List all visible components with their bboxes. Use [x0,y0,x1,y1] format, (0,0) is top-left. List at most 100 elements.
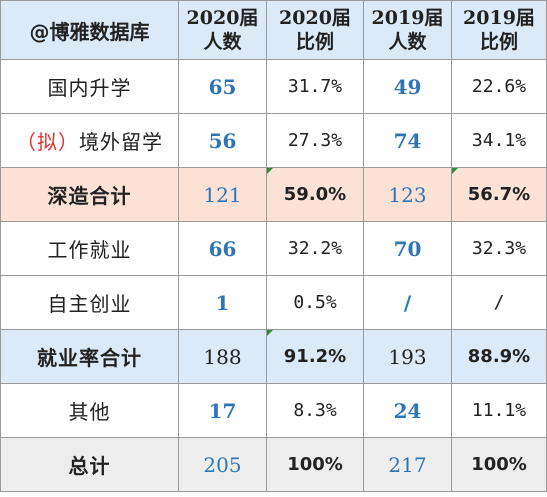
count-2020: 65 [208,74,237,99]
count-2020: 121 [203,182,242,207]
cell-marker [267,168,273,174]
table-row: 国内升学 65 31.7% 49 22.6% [0,59,547,114]
row-label-cell: 其他 [0,383,179,438]
ratio-2020: 100% [287,454,343,475]
ratio-2020-cell: 0.5% [266,275,364,330]
count-2019: 74 [393,128,422,153]
count-2020-cell: 121 [178,167,267,222]
row-label-cell: 总计 [0,437,179,492]
ratio-2020: 91.2% [283,346,347,367]
count-2019: / [403,290,412,315]
row-label: 境外留学 [79,130,163,154]
row-label: 工作就业 [47,238,132,262]
brand-cell: @博雅数据库 [0,0,179,60]
ratio-2019-cell: 11.1% [451,383,547,438]
ratio-2019: / [493,292,505,313]
ratio-2019-cell: / [451,275,547,330]
header-row: @博雅数据库 2020届 人数 2020届 比例 2019届 人数 2019届 … [0,0,547,60]
ratio-2019: 32.3% [471,238,527,259]
ratio-2019-cell: 34.1% [451,113,547,168]
header-2020-count: 2020届 人数 [178,0,267,60]
ratio-2020: 0.5% [293,292,337,313]
row-label-cell: 国内升学 [0,59,179,114]
subtotal-row-employment: 就业率合计 188 91.2% 193 88.9% [0,329,547,384]
header-2019-ratio-line1: 2019届 [463,7,535,29]
row-label-cell: 自主创业 [0,275,179,330]
row-label: 自主创业 [47,292,132,316]
row-label: 深造合计 [47,184,132,208]
cell-marker [452,168,458,174]
header-2019-ratio-line2: 比例 [479,31,518,53]
count-2019-cell: 49 [363,59,452,114]
table-row: （拟）境外留学 56 27.3% 74 34.1% [0,113,547,168]
header-2019-ratio: 2019届 比例 [451,0,547,60]
ratio-2020-cell: 27.3% [266,113,364,168]
count-2019-cell: 193 [363,329,452,384]
count-2019-cell: / [363,275,452,330]
ratio-2020: 31.7% [287,76,343,97]
count-2020-cell: 188 [178,329,267,384]
table-row: 自主创业 1 0.5% / / [0,275,547,330]
ratio-2020-cell: 100% [266,437,364,492]
ratio-2019: 11.1% [471,400,527,421]
row-label: 其他 [68,400,111,424]
ratio-2020-cell: 32.2% [266,221,364,276]
count-2019-cell: 70 [363,221,452,276]
count-2019-cell: 74 [363,113,452,168]
header-2020-count-line2: 人数 [203,31,242,53]
total-row: 总计 205 100% 217 100% [0,437,547,492]
count-2019-cell: 123 [363,167,452,222]
header-2020-count-line1: 2020届 [186,7,259,29]
ratio-2020: 59.0% [283,184,347,205]
ratio-2020: 8.3% [293,400,337,421]
cell-marker [267,330,273,336]
header-2019-count-line2: 人数 [388,31,427,53]
count-2019: 123 [388,182,427,207]
header-2020-ratio: 2020届 比例 [266,0,364,60]
ratio-2019-cell: 100% [451,437,547,492]
table-row: 其他 17 8.3% 24 11.1% [0,383,547,438]
count-2019-cell: 217 [363,437,452,492]
table-row: 工作就业 66 32.2% 70 32.3% [0,221,547,276]
row-label: 国内升学 [47,76,132,100]
ratio-2019: 22.6% [471,76,527,97]
count-2019: 193 [388,344,427,369]
header-2019-count: 2019届 人数 [363,0,452,60]
ratio-2020-cell: 31.7% [266,59,364,114]
header-2019-count-line1: 2019届 [371,7,444,29]
subtotal-row-study: 深造合计 121 59.0% 123 56.7% [0,167,547,222]
row-label: 总计 [68,454,111,478]
row-label-cell: （拟）境外留学 [0,113,179,168]
count-2019: 49 [393,74,422,99]
row-label-cell: 就业率合计 [0,329,179,384]
count-2019: 217 [388,452,427,477]
count-2020: 56 [208,128,237,153]
ratio-2019-cell: 56.7% [451,167,547,222]
row-label-cell: 工作就业 [0,221,179,276]
count-2019-cell: 24 [363,383,452,438]
brand-label: @博雅数据库 [29,19,150,44]
ratio-2020: 32.2% [287,238,343,259]
count-2020-cell: 66 [178,221,267,276]
count-2020-cell: 56 [178,113,267,168]
count-2020: 188 [203,344,242,369]
ratio-2019-cell: 22.6% [451,59,547,114]
ratio-2019-cell: 88.9% [451,329,547,384]
count-2020-cell: 17 [178,383,267,438]
ratio-2020-cell: 59.0% [266,167,364,222]
count-2020-cell: 205 [178,437,267,492]
ratio-2019: 100% [471,454,527,475]
count-2019: 24 [393,398,422,423]
ratio-2019: 34.1% [471,130,527,151]
count-2020-cell: 1 [178,275,267,330]
ratio-2020-cell: 91.2% [266,329,364,384]
count-2019: 70 [393,236,422,261]
ratio-2019-cell: 32.3% [451,221,547,276]
count-2020-cell: 65 [178,59,267,114]
header-2020-ratio-line2: 比例 [295,31,334,53]
ratio-2020-cell: 8.3% [266,383,364,438]
count-2020: 205 [203,452,242,477]
header-2020-ratio-line1: 2020届 [279,7,351,29]
ratio-2019: 88.9% [467,346,531,367]
